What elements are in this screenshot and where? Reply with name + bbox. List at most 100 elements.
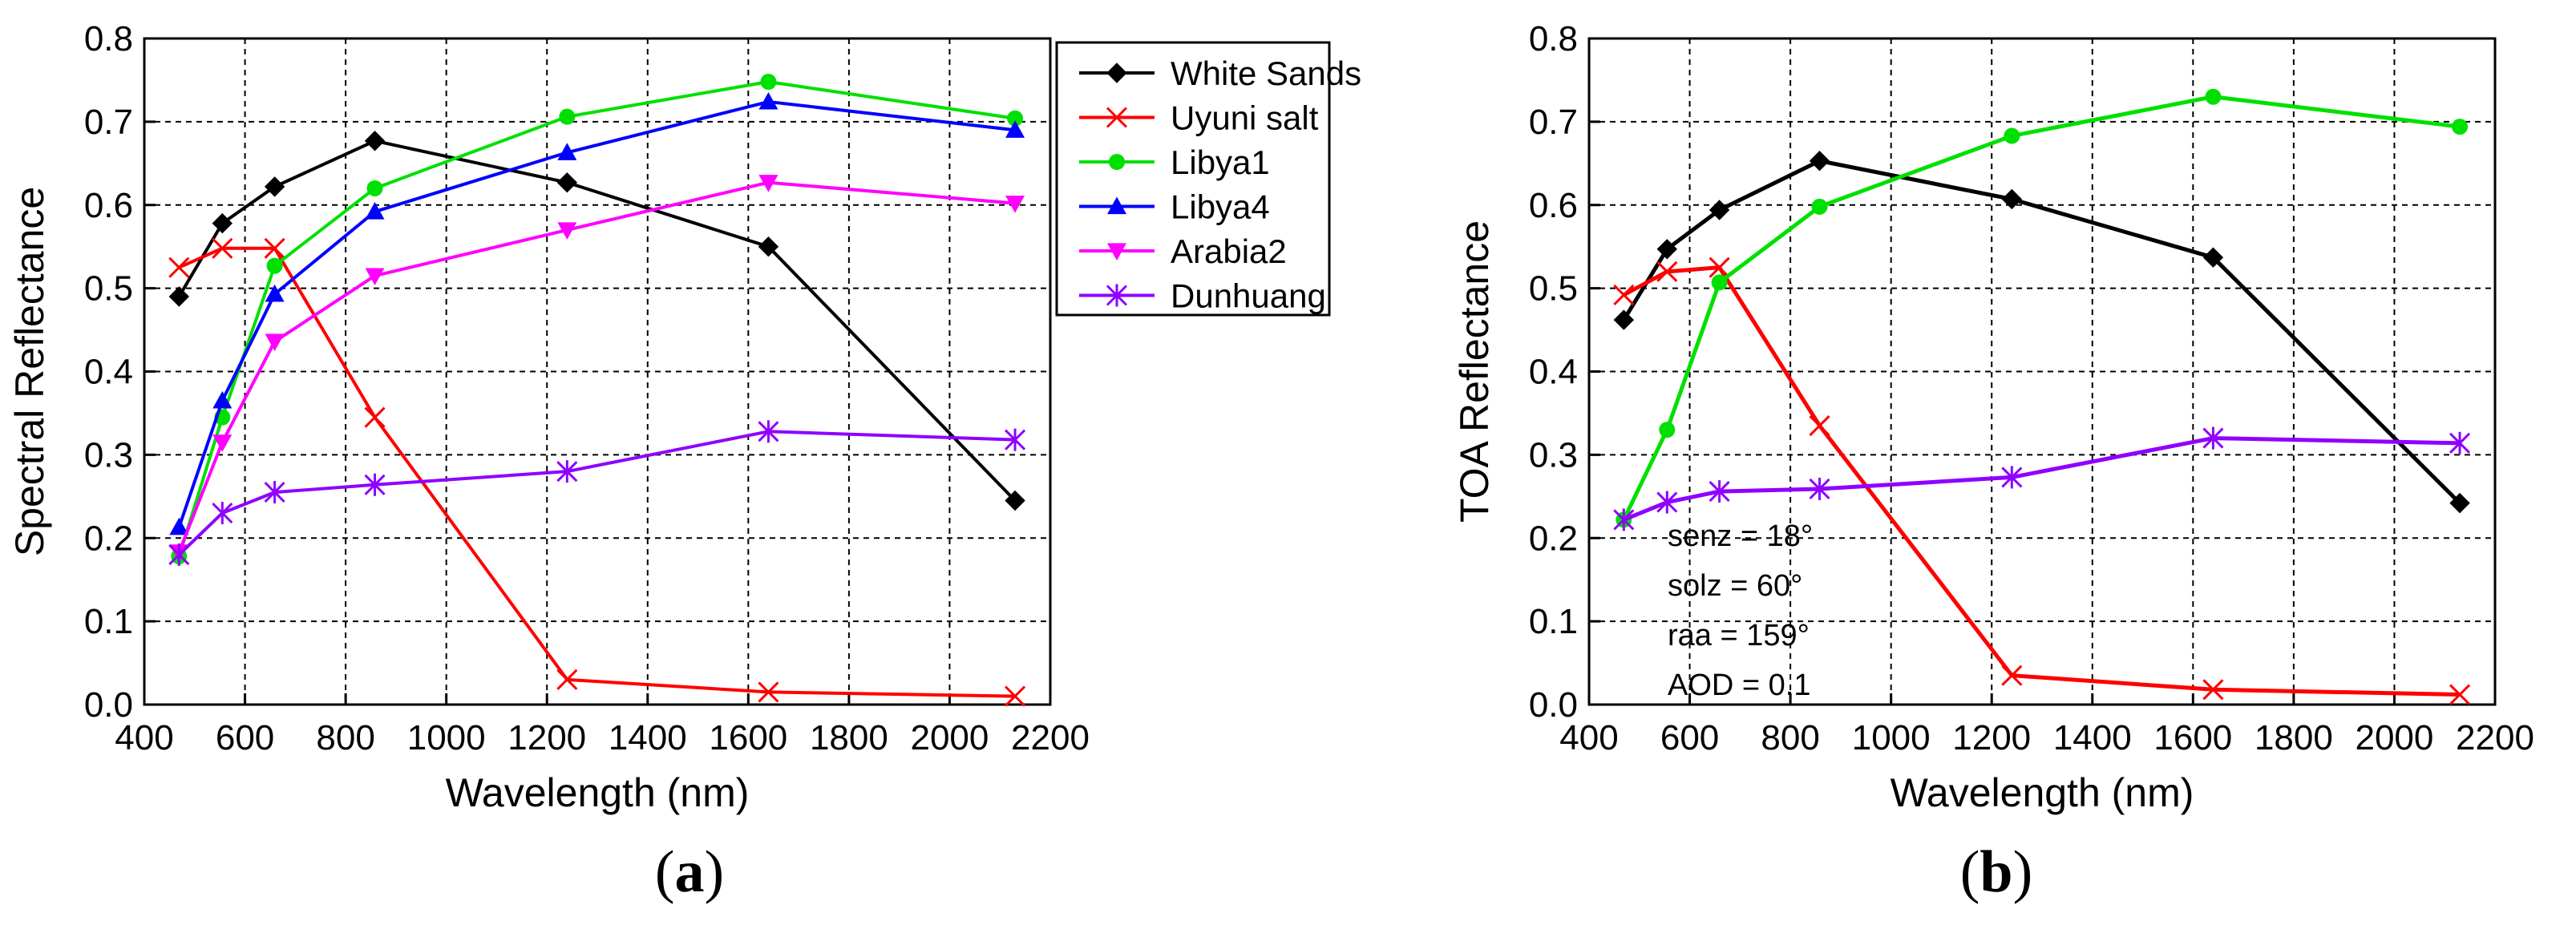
series-uyuni-salt — [1613, 256, 2471, 705]
y-tick-label: 0.6 — [84, 186, 133, 225]
x-tick-label: 1400 — [609, 718, 687, 757]
data-point — [1809, 150, 1830, 172]
data-point — [264, 481, 285, 504]
data-point — [556, 460, 578, 483]
data-point — [266, 257, 283, 274]
x-tick-label: 1200 — [1952, 718, 2031, 757]
x-tick-label: 800 — [316, 718, 374, 757]
y-tick-label: 0.8 — [84, 19, 133, 59]
data-point — [364, 473, 386, 496]
y-tick-label: 0.0 — [84, 685, 133, 725]
legend-label: Libya1 — [1171, 143, 1270, 181]
legend-item: Dunhuang — [1079, 277, 1326, 315]
y-tick-label: 0.5 — [1529, 269, 1578, 309]
data-point — [758, 236, 779, 257]
data-point — [265, 333, 285, 352]
panel-label-letter: b — [1980, 839, 2012, 905]
legend-label: Arabia2 — [1171, 232, 1287, 270]
data-point — [559, 108, 576, 125]
y-tick-label: 0.3 — [1529, 435, 1578, 475]
data-point — [2205, 88, 2222, 105]
legend: White Sands Uyuni salt Libya1 Libya4 Arabia2… — [1055, 41, 1361, 317]
y-axis-label: TOA Reflectance — [1452, 220, 1497, 523]
series-dunhuang — [168, 420, 1026, 567]
data-point — [212, 212, 233, 234]
y-tick-label: 0.7 — [1529, 103, 1578, 142]
data-point — [169, 517, 189, 535]
series-line — [177, 430, 1016, 556]
y-tick-label: 0.3 — [84, 435, 133, 475]
data-point — [1656, 239, 1678, 260]
data-point — [1613, 508, 1635, 531]
data-point — [264, 237, 285, 259]
series-line — [1622, 159, 2461, 505]
data-point — [2001, 466, 2023, 489]
x-tick-label: 2000 — [2355, 718, 2433, 757]
annotation-text: raa = 159° — [1668, 619, 1810, 652]
data-point — [264, 176, 285, 197]
panel-label: (a) — [655, 839, 724, 905]
legend-marker — [1109, 154, 1125, 170]
legend-label: White Sands — [1171, 55, 1361, 92]
data-point — [1005, 196, 1025, 213]
x-axis-label: Wavelength (nm) — [1891, 770, 2194, 815]
data-point — [2202, 247, 2224, 268]
annotations: senz = 18° solz = 60° raa = 159° AOD = 0.1 — [1668, 519, 1813, 702]
legend-marker — [1106, 63, 1127, 83]
x-tick-label: 400 — [1559, 718, 1618, 757]
x-tick-label: 800 — [1761, 718, 1819, 757]
legend-marker — [1107, 243, 1126, 261]
data-point — [1709, 480, 1730, 503]
y-tick-label: 0.0 — [1529, 685, 1578, 725]
y-tick-label: 0.2 — [84, 519, 133, 558]
series-white-sands — [168, 131, 1025, 511]
legend-item: Libya4 — [1079, 188, 1270, 226]
x-tick-label: 1800 — [810, 718, 888, 757]
panel-label: (b) — [1960, 839, 2032, 905]
x-tick-label: 1200 — [508, 718, 586, 757]
x-tick-label: 1800 — [2255, 718, 2333, 757]
data-point — [168, 286, 190, 307]
data-point — [758, 91, 778, 110]
series-dunhuang — [1613, 426, 2471, 531]
data-point — [758, 175, 778, 192]
data-point — [365, 202, 385, 220]
series-uyuni-salt — [168, 237, 1026, 707]
annotation-text: solz = 60° — [1668, 569, 1802, 603]
data-point — [1613, 309, 1635, 330]
panel-label-open: ( — [1960, 839, 1980, 905]
data-point — [1811, 198, 1828, 215]
x-tick-label: 1000 — [1852, 718, 1931, 757]
data-point — [1613, 284, 1635, 305]
data-point — [168, 256, 190, 278]
data-point — [1656, 491, 1678, 514]
data-point — [1809, 477, 1830, 500]
y-tick-label: 0.1 — [1529, 602, 1578, 641]
data-point — [366, 180, 383, 196]
legend-item: Libya1 — [1079, 143, 1270, 181]
data-point — [1711, 274, 1728, 291]
series-line — [177, 99, 1016, 528]
x-tick-label: 2000 — [910, 718, 989, 757]
data-point — [212, 502, 233, 525]
legend-item: Uyuni salt — [1079, 99, 1319, 137]
x-tick-label: 2200 — [2456, 718, 2534, 757]
data-point — [760, 74, 777, 91]
x-tick-label: 2200 — [1011, 718, 1090, 757]
plot-frame — [143, 37, 1052, 706]
legend-label: Dunhuang — [1171, 277, 1326, 315]
data-point — [2449, 684, 2471, 705]
data-point — [1004, 685, 1026, 707]
data-point — [2202, 679, 2224, 701]
data-point — [212, 237, 233, 259]
data-point — [758, 420, 779, 443]
x-axis-label: Wavelength (nm) — [446, 770, 750, 815]
legend-label: Libya4 — [1171, 188, 1270, 226]
data-point — [212, 390, 233, 409]
legend-item: White Sands — [1079, 55, 1361, 92]
series-line — [178, 246, 1016, 698]
x-tick-label: 400 — [115, 718, 173, 757]
legend-label: Uyuni salt — [1171, 99, 1319, 137]
data-point — [265, 284, 285, 302]
